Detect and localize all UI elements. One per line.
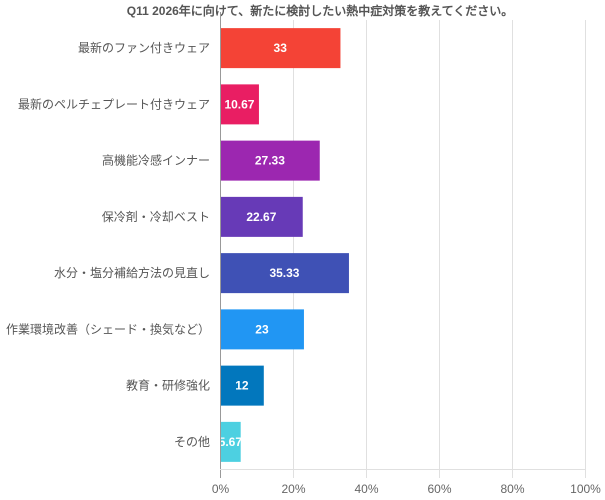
x-tick-labels: 0% 20% 40% 60% 80% 100% [212,482,601,496]
bar [220,28,341,69]
gridlines [293,20,586,478]
category-label: 水分・塩分補給方法の見直し [54,265,210,280]
bar-value-label: 23 [255,322,269,336]
bar-value-label: 27.33 [255,154,285,168]
x-tick-label: 0% [212,482,230,496]
bar-value-label: 22.67 [246,210,276,224]
category-labels: 最新のファン付きウェア最新のペルチェプレート付きウェア高機能冷感インナー保冷剤・… [6,40,210,449]
bars: 33 10.67 27.33 22.67 35.33 23 12 5.67 [219,28,349,462]
bar [220,140,320,181]
x-tick-label: 40% [354,482,378,496]
category-label: 最新のペルチェプレート付きウェア [18,96,210,111]
bar [220,196,303,237]
x-tick-label: 60% [427,482,451,496]
bar-value-label: 10.67 [224,97,254,111]
x-tick-label: 80% [500,482,524,496]
chart-title: Q11 2026年に向けて、新たに検討したい熱中症対策を教えてください。 [127,3,514,18]
x-tick-label: 100% [570,482,601,496]
bar [220,421,241,462]
bar-value-label: 12 [235,379,249,393]
category-label: その他 [174,435,210,449]
axes [220,12,585,478]
category-label: 保冷剤・冷却ベスト [102,209,210,224]
category-label: 教育・研修強化 [126,378,210,393]
x-tick-label: 20% [281,482,305,496]
bar [220,309,304,350]
category-label: 最新のファン付きウェア [78,40,210,55]
bar [220,253,349,294]
bar-value-label: 35.33 [269,266,299,280]
category-label: 作業環境改善（シェード・換気など） [6,321,210,336]
bar-value-label: 5.67 [219,435,243,449]
bar-value-label: 33 [274,41,288,55]
category-label: 高機能冷感インナー [102,153,210,168]
bar [220,84,259,125]
bar [220,365,264,406]
